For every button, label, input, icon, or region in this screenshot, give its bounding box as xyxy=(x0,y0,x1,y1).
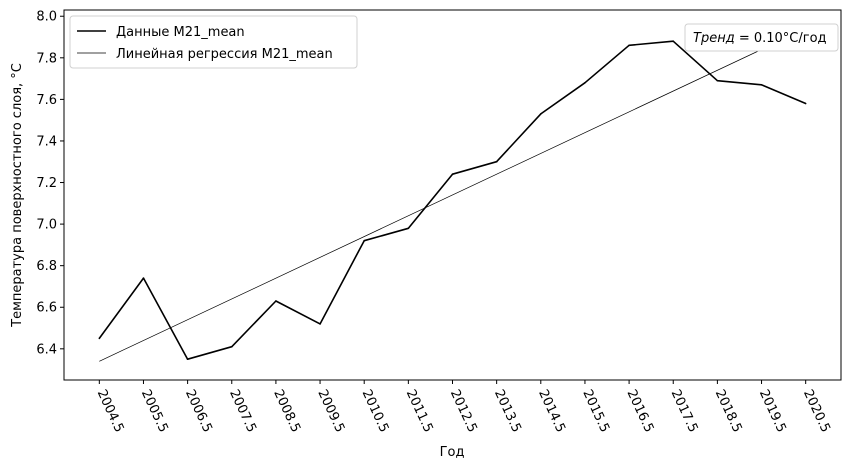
y-axis: 6.4 6.6 6.8 7.0 7.2 7.4 7.6 7.8 8.0 xyxy=(36,10,64,357)
x-tick-label: 2009.5 xyxy=(314,387,347,435)
data-point xyxy=(407,227,410,230)
y-axis-label: Температура поверхностного слоя, °C xyxy=(10,63,25,328)
data-point xyxy=(142,277,145,279)
y-tick-label: 7.4 xyxy=(36,134,57,149)
series-line-regression xyxy=(99,28,806,362)
trend-annotation-text: Тренд = 0.10°C/год xyxy=(693,31,827,46)
x-tick-label: 2018.5 xyxy=(712,387,745,435)
trend-annotation: Тренд = 0.10°C/год xyxy=(684,23,839,52)
series-layer xyxy=(98,28,807,362)
trend-annotation-value: = 0.10°C/год xyxy=(735,31,827,46)
x-tick-label: 2004.5 xyxy=(94,387,127,435)
x-tick-label: 2007.5 xyxy=(226,387,259,435)
data-point xyxy=(230,345,233,348)
y-tick-label: 7.6 xyxy=(36,93,57,108)
data-point xyxy=(319,323,321,325)
x-tick-label: 2005.5 xyxy=(138,387,171,435)
legend-box xyxy=(69,15,358,69)
y-tick-label: 7.0 xyxy=(36,218,57,233)
x-tick-label: 2013.5 xyxy=(491,387,524,435)
data-point xyxy=(584,81,586,84)
data-point xyxy=(539,113,542,115)
trend-annotation-prefix: Тренд xyxy=(693,31,735,46)
x-tick-label: 2019.5 xyxy=(756,387,789,435)
y-tick-label: 6.6 xyxy=(36,301,57,316)
y-tick-label: 6.4 xyxy=(36,342,57,357)
x-tick-label: 2020.5 xyxy=(800,387,833,435)
legend: Данные M21_mean Линейная регрессия M21_m… xyxy=(69,15,358,69)
x-tick-label: 2010.5 xyxy=(359,387,392,435)
data-point xyxy=(275,300,277,302)
data-point xyxy=(495,160,498,163)
data-point xyxy=(363,239,366,242)
y-tick-label: 6.8 xyxy=(36,259,57,274)
data-point xyxy=(804,102,807,105)
x-tick-label: 2012.5 xyxy=(447,387,480,435)
y-tick-label: 7.2 xyxy=(36,176,57,191)
data-point xyxy=(628,44,630,47)
x-tick-label: 2008.5 xyxy=(270,387,303,435)
x-tick-label: 2015.5 xyxy=(579,387,612,435)
data-point xyxy=(186,358,189,361)
x-tick-label: 2006.5 xyxy=(182,387,215,435)
legend-label-data: Данные M21_mean xyxy=(116,25,245,40)
y-tick-label: 7.8 xyxy=(36,51,57,66)
data-point xyxy=(716,79,719,82)
x-tick-label: 2011.5 xyxy=(403,387,436,435)
legend-label-regression: Линейная регрессия M21_mean xyxy=(116,47,333,62)
y-tick-label: 8.0 xyxy=(36,10,57,25)
data-point xyxy=(672,40,675,42)
data-point xyxy=(451,173,454,176)
x-axis: 2004.5 2005.5 2006.5 2007.5 2008.5 2009.5 2010… xyxy=(94,380,833,435)
x-axis-label: Год xyxy=(440,445,465,460)
x-tick-label: 2017.5 xyxy=(668,387,701,435)
data-point xyxy=(98,337,101,340)
x-tick-label: 2014.5 xyxy=(535,387,568,435)
x-tick-label: 2016.5 xyxy=(623,387,656,435)
data-point xyxy=(760,84,763,86)
trend-annotation-box xyxy=(684,23,839,52)
